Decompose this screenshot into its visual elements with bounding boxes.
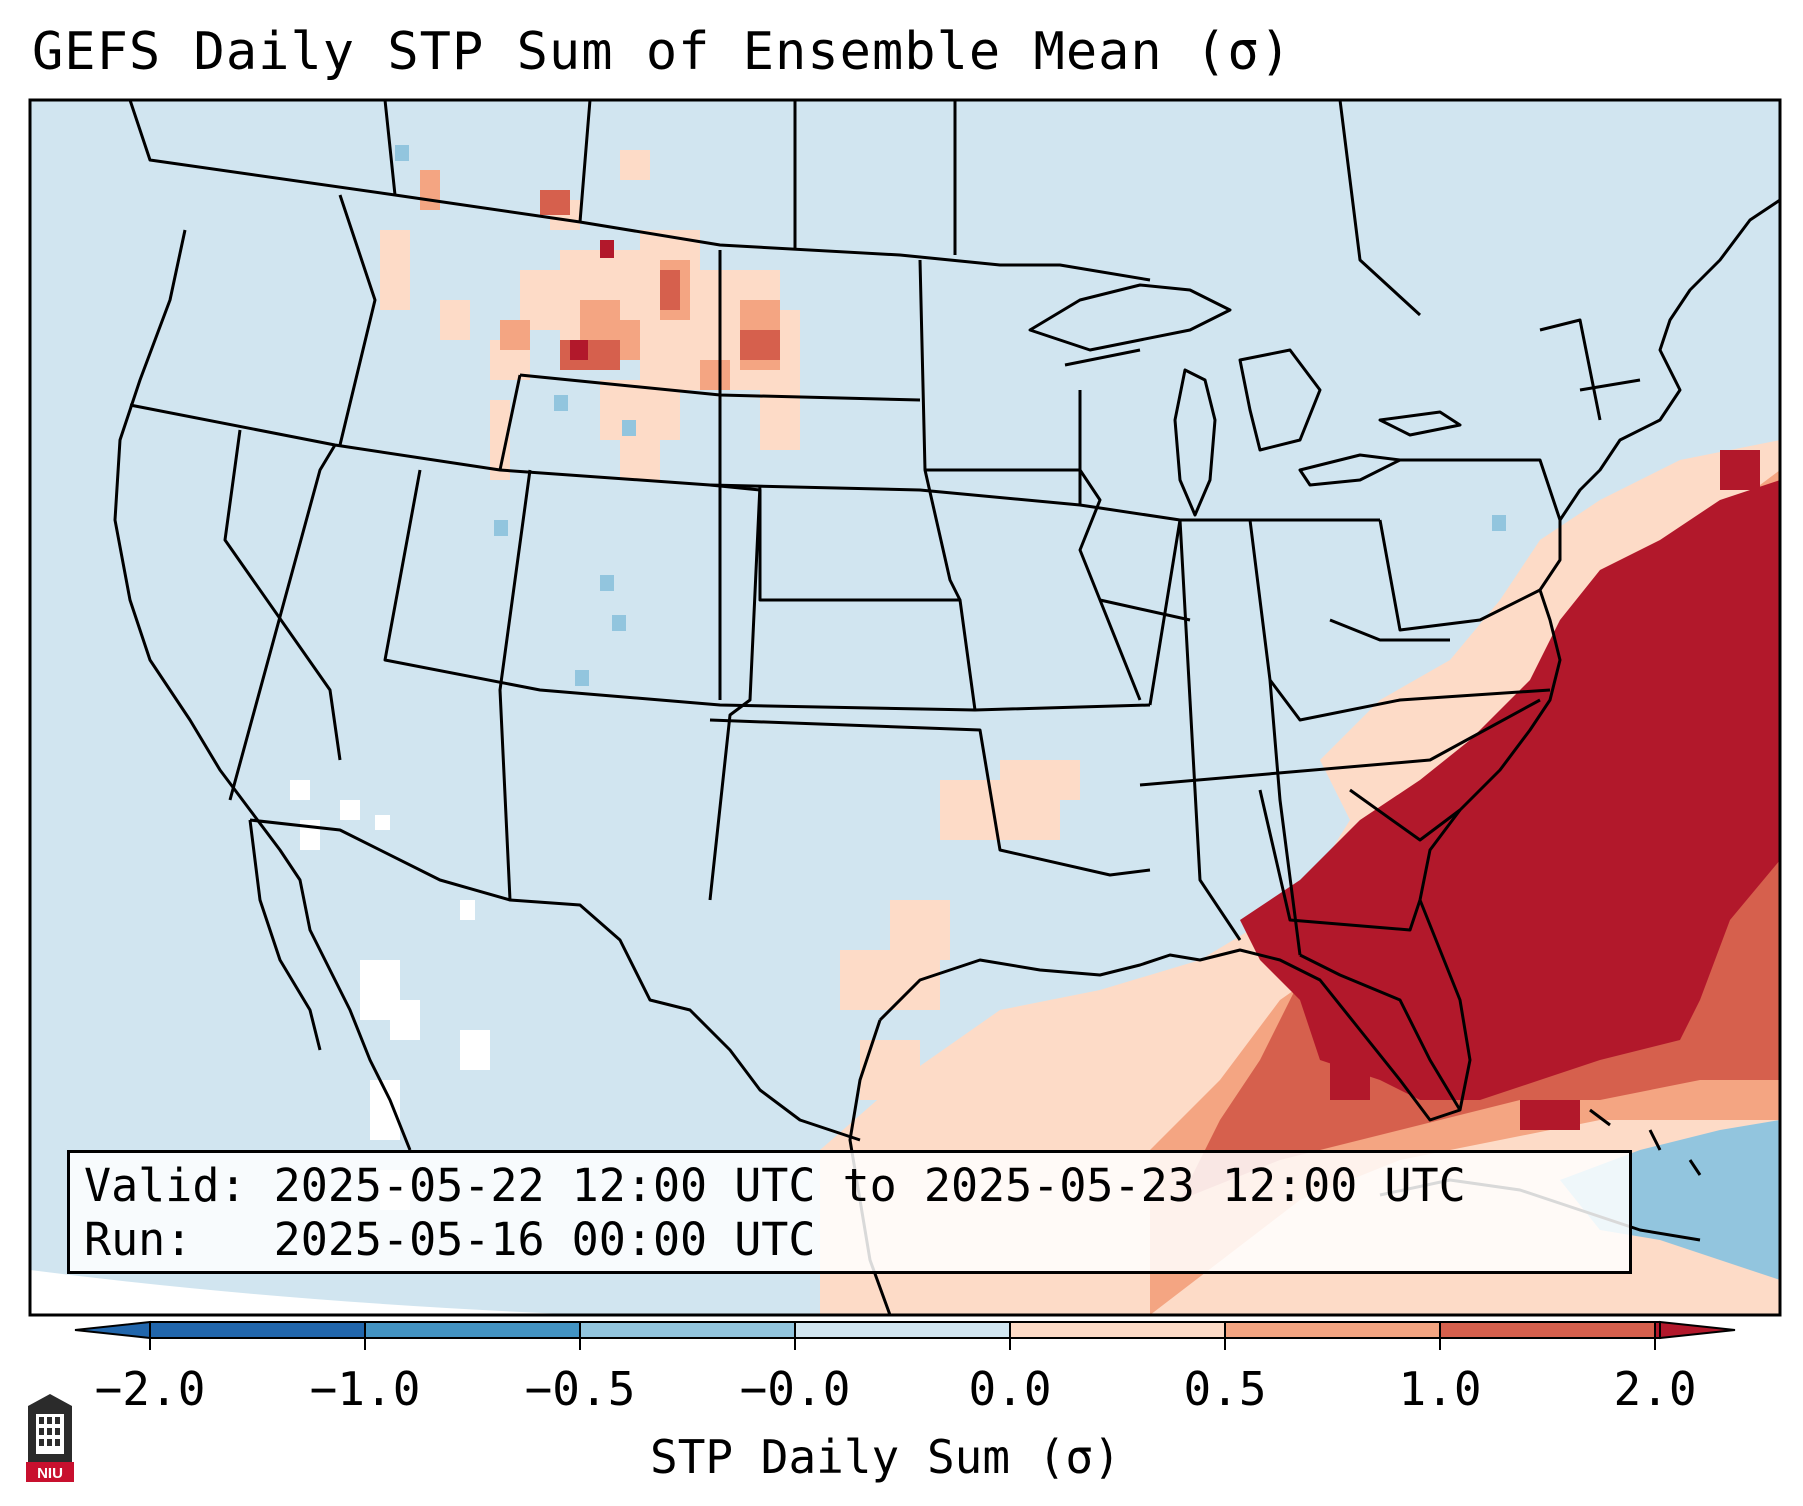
baja-coast: [248, 819, 322, 1051]
colorbar-tick-label: 0.0: [968, 1362, 1052, 1416]
valid-run-info-box: Valid: 2025-05-22 12:00 UTC to 2025-05-2…: [67, 1150, 1632, 1274]
northern-plains-speckles-strong: [540, 190, 780, 370]
colorbar-tick-label: 1.0: [1398, 1362, 1482, 1416]
atlantic-coast: [1418, 198, 1780, 901]
colorbar-tick-label: −2.0: [94, 1362, 206, 1416]
canada-province-lines: [383, 100, 1422, 317]
run-time-line: Run: 2025-05-16 00:00 UTC: [84, 1213, 816, 1266]
colorbar-bin-3: [579, 1321, 796, 1339]
northern-plains-speckles-extreme: [570, 240, 614, 360]
rockies-negative-speckles: [395, 145, 1506, 686]
colorbar-tick-label: −0.5: [524, 1362, 636, 1416]
no-data-region: [30, 1270, 592, 1315]
colorbar-ticks: [149, 1338, 1656, 1350]
colorbar-extend-high: [1659, 1320, 1736, 1340]
colorbar-tick-label: 2.0: [1613, 1362, 1697, 1416]
bahamas: [1589, 1108, 1702, 1176]
niu-logo-text: NIU: [37, 1465, 63, 1482]
map-frame: [28, 98, 1782, 1317]
map-title: GEFS Daily STP Sum of Ensemble Mean (σ): [32, 22, 1292, 82]
colorbar-bin-4: [794, 1321, 1011, 1339]
lake-superior: [1028, 283, 1232, 352]
florida: [1299, 953, 1462, 1111]
colorbar: [74, 1320, 1736, 1350]
colorbar-bin-2: [364, 1321, 581, 1339]
lake-huron: [1238, 348, 1322, 452]
colorbar-bin-1: [149, 1321, 366, 1339]
us-canada-border: [128, 100, 1151, 282]
anomaly-extreme: [1240, 480, 1780, 1100]
us-gulf-coast: [878, 899, 1472, 1122]
lake-michigan: [1173, 368, 1217, 517]
valid-time-line: Valid: 2025-05-22 12:00 UTC to 2025-05-2…: [84, 1159, 1466, 1212]
niu-tower-icon: NIU: [26, 1394, 74, 1482]
pacific-coast: [113, 229, 412, 1151]
colorbar-bin-7: [1439, 1321, 1656, 1339]
colorbar-tick-label: 0.5: [1183, 1362, 1267, 1416]
lake-ontario: [1378, 410, 1462, 437]
anomaly-field: [820, 440, 1780, 1315]
colorbar-tick-label: −1.0: [309, 1362, 421, 1416]
boundaries: [113, 100, 1780, 1315]
colorbar-extend-low: [74, 1320, 151, 1340]
us-mexico-border: [249, 818, 861, 1142]
colorbar-label: STP Daily Sum (σ): [650, 1430, 1121, 1484]
colorbar-bin-5: [1009, 1321, 1226, 1339]
colorbar-bin-6: [1224, 1321, 1441, 1339]
colorbar-tick-label: −0.0: [739, 1362, 851, 1416]
lake-erie: [1298, 453, 1402, 487]
